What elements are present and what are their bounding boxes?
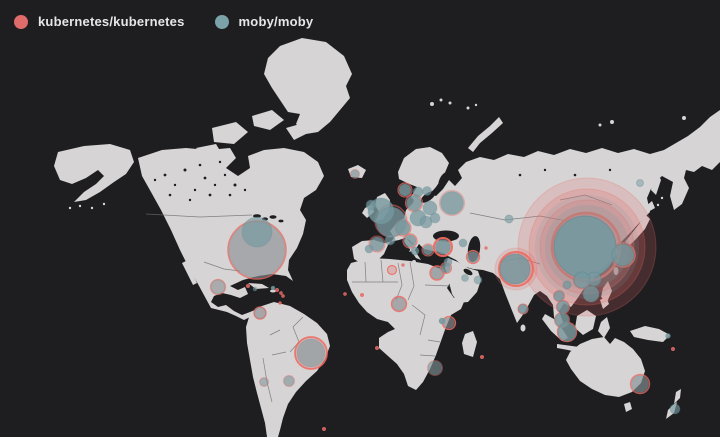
bubble-moby[interactable] xyxy=(473,275,483,285)
landmass-cuba xyxy=(248,283,269,289)
bubble-moby[interactable] xyxy=(553,290,565,302)
bubble-moby[interactable] xyxy=(406,195,422,211)
bubble-moby[interactable] xyxy=(395,220,411,236)
bubble-kubernetes[interactable] xyxy=(281,294,285,298)
legend-dot-moby-icon xyxy=(214,14,229,29)
bubble-moby[interactable] xyxy=(364,244,374,254)
landmass-eurasia xyxy=(352,110,720,327)
bubble-moby[interactable] xyxy=(556,300,570,314)
bubble-kubernetes[interactable] xyxy=(479,354,485,360)
bubble-moby[interactable] xyxy=(438,317,446,325)
bubble-moby[interactable] xyxy=(254,307,266,319)
bubble-moby[interactable] xyxy=(582,285,600,303)
bubble-kubernetes[interactable] xyxy=(279,291,283,295)
great-lakes xyxy=(253,214,261,218)
bubble-moby[interactable] xyxy=(631,375,649,393)
map-texture xyxy=(153,160,612,202)
bubble-moby[interactable] xyxy=(369,236,385,252)
bubble-moby[interactable] xyxy=(259,377,269,387)
bubble-moby[interactable] xyxy=(422,244,434,256)
bubble-kubernetes[interactable] xyxy=(209,278,227,296)
landmass-sakhalin xyxy=(651,172,661,195)
bubble-moby[interactable] xyxy=(518,304,528,314)
landmass-philippines xyxy=(601,281,612,302)
landmass-madagascar xyxy=(462,331,477,357)
bubble-moby[interactable] xyxy=(398,183,412,197)
bubble-moby[interactable] xyxy=(443,257,453,267)
landmass-borneo xyxy=(575,310,596,335)
world-map-landmasses xyxy=(54,38,720,437)
bubble-kubernetes[interactable] xyxy=(386,264,398,276)
bubble-kubernetes[interactable] xyxy=(359,292,365,298)
bubble-moby[interactable] xyxy=(410,246,420,256)
bubble-moby[interactable] xyxy=(422,200,438,216)
landmass-tasmania xyxy=(624,402,632,412)
landmass-taiwan xyxy=(613,267,619,275)
landmass-sulawesi xyxy=(598,317,610,338)
bubble-moby[interactable] xyxy=(467,251,479,263)
bubble-moby[interactable] xyxy=(429,212,441,224)
bubble-moby[interactable] xyxy=(365,199,377,211)
landmass-new-zealand xyxy=(674,389,681,404)
bubble-kubernetes[interactable] xyxy=(343,292,347,296)
legend-item-moby[interactable]: moby/moby xyxy=(214,14,314,29)
bubble-moby[interactable] xyxy=(384,234,396,246)
landmass-new-guinea xyxy=(630,326,670,342)
bubble-moby[interactable] xyxy=(458,238,468,248)
landmass-north-america xyxy=(138,148,324,320)
bubble-kubernetes[interactable] xyxy=(374,345,380,351)
bubble-moby[interactable] xyxy=(430,266,444,280)
bubble-moby[interactable] xyxy=(557,322,577,342)
bubble-moby[interactable] xyxy=(392,297,406,311)
bubble-moby[interactable] xyxy=(665,333,671,339)
landmass-sri-lanka xyxy=(520,324,526,332)
landmass-novaya-zemlya xyxy=(468,117,503,152)
bubble-moby[interactable] xyxy=(270,285,276,291)
bubble-moby[interactable] xyxy=(252,286,258,292)
bubble-moby[interactable] xyxy=(553,215,617,279)
bubble-moby[interactable] xyxy=(443,317,455,329)
landmass-japan xyxy=(625,214,650,245)
bubble-kubernetes[interactable] xyxy=(401,263,405,267)
bubble-moby[interactable] xyxy=(210,279,226,295)
bubble-kubernetes[interactable] xyxy=(274,287,280,293)
bubble-moby[interactable] xyxy=(422,186,432,196)
bubble-kubernetes[interactable] xyxy=(245,283,251,289)
bubble-moby[interactable] xyxy=(573,271,591,289)
landmass-australia xyxy=(566,337,645,397)
bubble-moby[interactable] xyxy=(669,403,681,415)
landmass-south-america xyxy=(246,302,330,437)
bubble-moby[interactable] xyxy=(241,216,273,248)
bubble-moby[interactable] xyxy=(283,375,295,387)
bubble-layer xyxy=(209,169,681,432)
bubble-moby[interactable] xyxy=(350,169,360,179)
bubble-moby[interactable] xyxy=(636,179,644,187)
legend-label-moby: moby/moby xyxy=(238,14,314,29)
legend: kubernetes/kubernetes moby/moby xyxy=(14,14,313,29)
bubble-moby[interactable] xyxy=(440,191,464,215)
landmass-greenland xyxy=(264,38,352,134)
landmass-alaska xyxy=(54,144,134,202)
legend-dot-kubernetes-icon xyxy=(14,14,28,29)
bubble-moby[interactable] xyxy=(296,338,326,368)
legend-label-kubernetes: kubernetes/kubernetes xyxy=(38,14,185,29)
bubble-moby[interactable] xyxy=(499,253,531,285)
bubble-moby[interactable] xyxy=(504,214,514,224)
bubble-moby[interactable] xyxy=(403,234,417,248)
landmass-baja xyxy=(182,261,197,285)
bubble-moby[interactable] xyxy=(611,243,635,267)
bubble-moby[interactable] xyxy=(562,280,572,290)
bubble-moby[interactable] xyxy=(435,239,451,255)
bubble-kubernetes[interactable] xyxy=(278,301,282,305)
bubble-moby[interactable] xyxy=(427,360,443,376)
bubble-kubernetes[interactable] xyxy=(670,346,676,352)
landmass-africa xyxy=(347,258,466,390)
landmass-scandinavia xyxy=(398,147,449,203)
legend-item-kubernetes[interactable]: kubernetes/kubernetes xyxy=(14,14,185,29)
bubble-kubernetes[interactable] xyxy=(484,246,488,250)
bubble-moby[interactable] xyxy=(461,274,469,282)
bubble-kubernetes[interactable] xyxy=(321,426,327,432)
